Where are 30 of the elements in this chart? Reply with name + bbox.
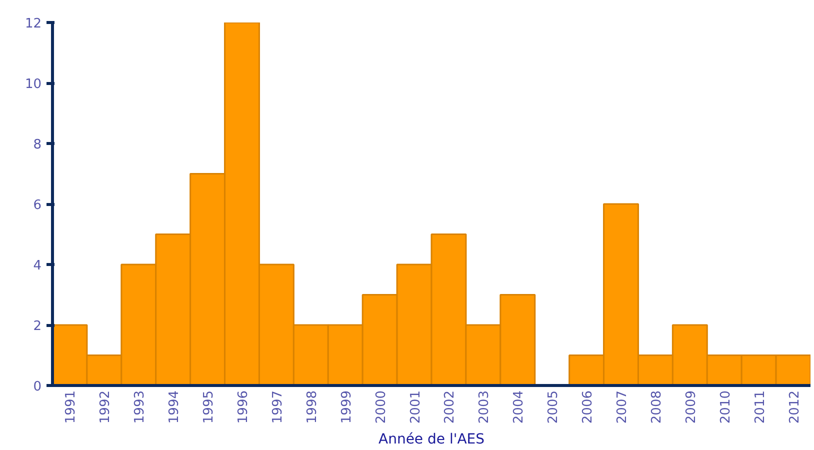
x-tick-label: 2006 — [580, 390, 596, 424]
y-tick-label: 2 — [33, 319, 42, 334]
x-tick-label: 2007 — [615, 390, 630, 424]
x-tick-label: 2010 — [718, 390, 734, 424]
x-tick-label: 2008 — [649, 390, 664, 424]
x-tick-label: 1995 — [202, 390, 217, 424]
y-tick-label: 8 — [33, 138, 42, 152]
x-tick-label: 1996 — [236, 390, 251, 424]
x-tick-label: 2005 — [546, 390, 562, 424]
y-tick-label: 10 — [24, 77, 42, 92]
x-tick-label: 1992 — [98, 390, 114, 424]
x-tick-label: 1999 — [339, 390, 354, 424]
y-tick-label: 4 — [33, 258, 42, 274]
x-tick-label: 1994 — [167, 390, 182, 424]
x-tick-label: 2000 — [374, 390, 389, 424]
x-tick-label: 2012 — [787, 390, 802, 424]
x-tick-label: 1993 — [132, 390, 148, 424]
x-axis-title: Année de l'AES — [378, 432, 485, 448]
x-tick-label: 1998 — [304, 390, 320, 424]
x-tick-label: 2011 — [752, 390, 768, 424]
y-tick-label: 12 — [24, 16, 42, 32]
x-tick-label: 2003 — [477, 390, 492, 424]
y-tick-label: 0 — [33, 380, 42, 394]
x-tick-label: 2001 — [408, 390, 424, 424]
x-tick-label: 2002 — [442, 390, 458, 424]
x-tick-label: 2009 — [684, 390, 699, 424]
x-tick-label: 1991 — [64, 390, 79, 424]
x-tick-label: 1997 — [270, 390, 286, 424]
y-tick-label: 6 — [33, 198, 42, 213]
x-tick-label: 2004 — [512, 390, 527, 424]
